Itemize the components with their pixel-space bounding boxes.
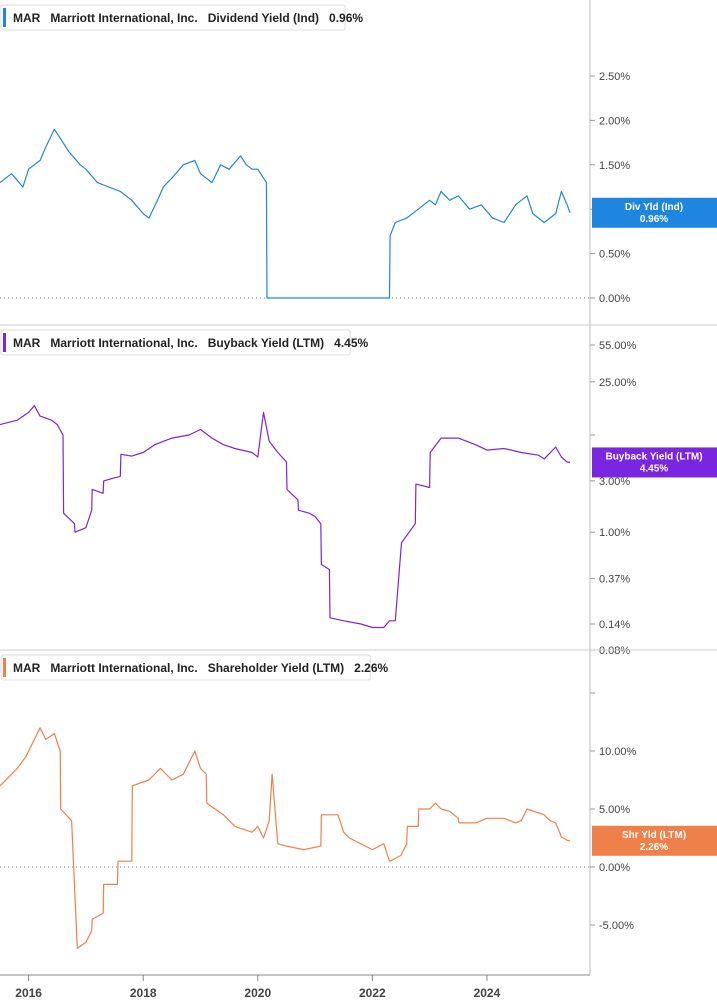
chart-panel-3: -5.00% 0.00% 5.00% 10.00% MAR Marriott Intern… [0, 649, 717, 949]
header-value: 2.26% [354, 661, 388, 675]
header-ticker: MAR [13, 11, 41, 25]
header-box [0, 654, 371, 681]
x-tick-label: 2016 [15, 986, 42, 1000]
header-color-bar [3, 8, 6, 27]
header-metric: Buyback Yield (LTM) [208, 336, 324, 350]
header-box [0, 4, 346, 31]
badge-value: 2.26% [640, 842, 668, 853]
series-line-2 [0, 405, 571, 629]
header-text: MAR Marriott International, Inc. Dividend … [13, 11, 363, 25]
header-company: Marriott International, Inc. [50, 661, 197, 675]
y-tick-label: 0.08% [599, 645, 630, 657]
chart-panel-1: 0.00% 0.50% 1.50% 2.00% 2.50% MAR Marriott Int… [0, 4, 717, 305]
x-tick-label: 2018 [130, 986, 157, 1000]
current-value-badge: Buyback Yield (LTM)4.45% [592, 447, 717, 478]
badge-label: Div Yld (Ind) [625, 202, 683, 213]
series-line-1 [0, 128, 571, 299]
y-tick-label: 5.00% [599, 804, 630, 816]
y-tick-label: 1.50% [599, 160, 630, 172]
y-tick-label: 2.00% [599, 115, 630, 127]
y-tick-label: 1.00% [599, 527, 630, 539]
x-tick-label: 2022 [359, 986, 386, 1000]
chart-header: MAR Marriott International, Inc. Dividend … [0, 4, 363, 31]
badge-value: 0.96% [640, 214, 668, 225]
chart-panel-2: 0.08% 0.14% 0.37% 1.00% 3.00% 25.00% 55.00% MAR… [0, 324, 717, 657]
header-text: MAR Marriott International, Inc. Sharehold… [13, 661, 389, 675]
badge-label: Shr Yld (LTM) [622, 830, 686, 841]
y-tick-label: 2.50% [599, 71, 630, 83]
header-ticker: MAR [13, 661, 41, 675]
y-tick-label: -5.00% [599, 920, 634, 932]
current-value-badge: Shr Yld (LTM)2.26% [592, 825, 717, 856]
y-tick-label: 0.14% [599, 619, 630, 631]
y-tick-label: 0.00% [599, 862, 630, 874]
x-tick-label: 2020 [244, 986, 271, 1000]
current-value-badge: Div Yld (Ind)0.96% [592, 197, 717, 228]
header-text: MAR Marriott International, Inc. Buyback Y… [13, 336, 369, 350]
y-tick-label: 0.50% [599, 249, 630, 261]
badge-value: 4.45% [640, 463, 668, 474]
header-metric: Shareholder Yield (LTM) [208, 661, 344, 675]
header-company: Marriott International, Inc. [50, 11, 197, 25]
badge-label: Buyback Yield (LTM) [605, 451, 702, 462]
chart-header: MAR Marriott International, Inc. Sharehold… [0, 654, 389, 681]
header-value: 0.96% [329, 11, 363, 25]
header-color-bar [3, 658, 6, 677]
y-tick-label: 25.00% [599, 377, 637, 389]
chart-header: MAR Marriott International, Inc. Buyback Y… [0, 329, 369, 356]
x-tick-label: 2024 [474, 986, 501, 1000]
badge-background [592, 825, 717, 856]
header-company: Marriott International, Inc. [50, 336, 197, 350]
header-value: 4.45% [334, 336, 368, 350]
y-tick-label: 3.00% [599, 476, 630, 488]
header-box [0, 329, 351, 356]
y-tick-label: 10.00% [599, 746, 637, 758]
y-tick-label: 0.00% [599, 293, 630, 305]
badge-background [592, 197, 717, 228]
y-tick-label: 55.00% [599, 340, 637, 352]
y-tick-label: 0.37% [599, 574, 630, 586]
header-metric: Dividend Yield (Ind) [208, 11, 319, 25]
header-color-bar [3, 333, 6, 352]
badge-background [592, 447, 717, 478]
header-ticker: MAR [13, 336, 41, 350]
series-line-3 [0, 727, 571, 949]
